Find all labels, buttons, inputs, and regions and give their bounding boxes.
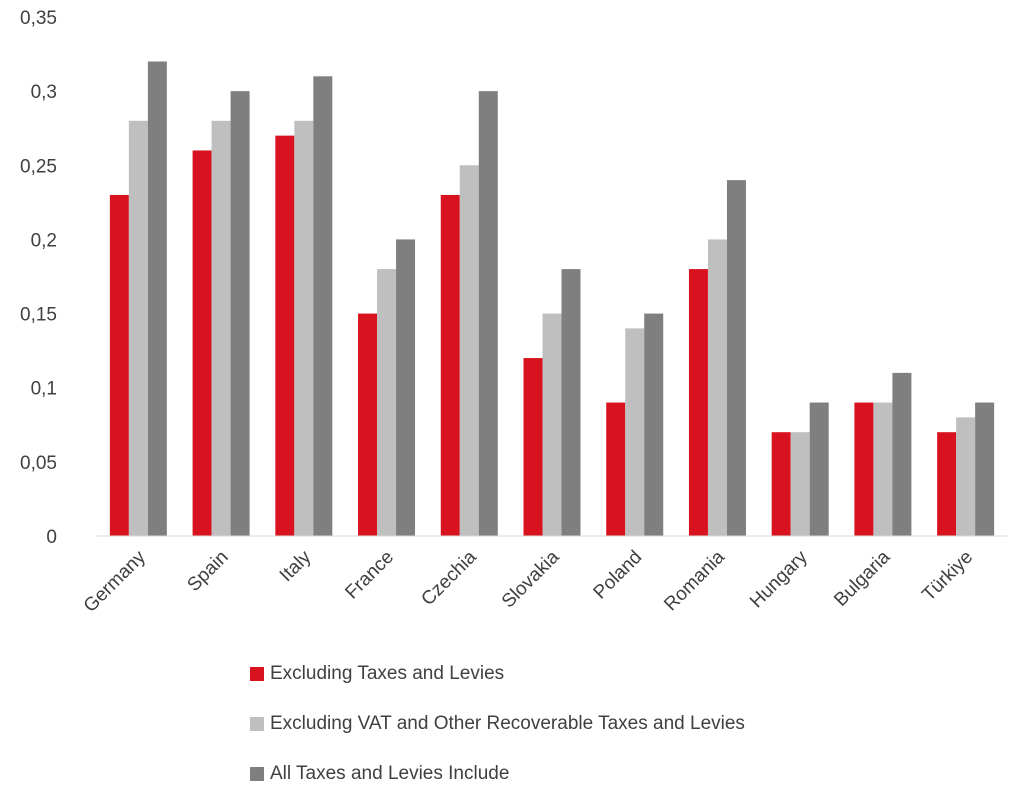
- y-tick-label: 0,3: [31, 82, 57, 103]
- bar-chart: 0 0,05 0,1 0,15 0,2 0,25 0,3 0,35 Germany Spain I…: [20, 8, 1007, 617]
- legend-label: All Taxes and Levies Include: [270, 763, 510, 784]
- bar: [109, 194, 129, 536]
- bar: [478, 91, 498, 537]
- legend-item: All Taxes and Levies Include: [250, 760, 745, 788]
- bar: [873, 402, 893, 536]
- bar: [230, 91, 250, 537]
- bar: [192, 150, 212, 536]
- bar: [975, 402, 995, 536]
- bar: [377, 269, 397, 536]
- x-tick-label: Türkiye: [918, 547, 977, 606]
- bar: [128, 120, 148, 537]
- x-tick-label: Czechia: [417, 546, 481, 610]
- legend-swatch: [250, 667, 264, 681]
- y-tick-label: 0,15: [20, 305, 57, 326]
- y-tick-label: 0,05: [20, 453, 57, 474]
- bar: [809, 402, 829, 536]
- x-tick-label: Germany: [80, 546, 150, 616]
- bar: [625, 328, 645, 536]
- bar: [892, 372, 912, 536]
- bar: [459, 165, 479, 537]
- bar: [211, 120, 231, 537]
- legend-item: Excluding Taxes and Levies: [250, 660, 745, 688]
- x-tick-label: Italy: [276, 546, 316, 586]
- bar: [561, 269, 581, 536]
- legend-swatch: [250, 767, 264, 781]
- y-tick-label: 0,25: [20, 156, 57, 177]
- x-axis-tick-labels: Germany Spain Italy France Czechia Slovakia Po…: [80, 546, 977, 616]
- bar: [726, 180, 746, 536]
- x-tick-label: Hungary: [746, 546, 812, 612]
- legend-label: Excluding VAT and Other Recoverable Taxe…: [270, 713, 745, 734]
- bar: [771, 432, 791, 536]
- x-tick-label: Romania: [660, 546, 729, 615]
- bar: [358, 313, 378, 536]
- bar: [294, 120, 314, 537]
- bar: [606, 402, 626, 536]
- bar: [688, 269, 708, 536]
- bar: [644, 313, 664, 536]
- x-tick-label: Slovakia: [498, 546, 564, 612]
- legend-swatch: [250, 717, 264, 731]
- y-tick-label: 0,1: [31, 379, 57, 400]
- x-tick-label: Bulgaria: [830, 546, 894, 610]
- bar: [854, 402, 874, 536]
- y-tick-label: 0,35: [20, 8, 57, 29]
- bar: [523, 358, 543, 536]
- y-tick-label: 0,2: [31, 230, 57, 251]
- bar: [707, 239, 727, 536]
- bar: [790, 432, 810, 536]
- y-tick-label: 0: [46, 527, 57, 548]
- bar: [956, 417, 976, 536]
- x-tick-label: France: [341, 547, 398, 604]
- bar: [396, 239, 416, 536]
- bars: [109, 61, 995, 537]
- legend: Excluding Taxes and Levies Excluding VAT …: [250, 660, 745, 810]
- y-axis-tick-labels: 0 0,05 0,1 0,15 0,2 0,25 0,3 0,35: [20, 8, 57, 548]
- bar: [147, 61, 167, 536]
- bar: [937, 432, 957, 536]
- x-tick-label: Spain: [183, 547, 232, 596]
- bar: [440, 194, 460, 536]
- x-tick-label: Poland: [590, 547, 647, 604]
- legend-item: Excluding VAT and Other Recoverable Taxe…: [250, 710, 745, 738]
- bar: [542, 313, 562, 536]
- bar: [313, 76, 333, 537]
- bar: [275, 135, 295, 536]
- legend-label: Excluding Taxes and Levies: [270, 663, 505, 684]
